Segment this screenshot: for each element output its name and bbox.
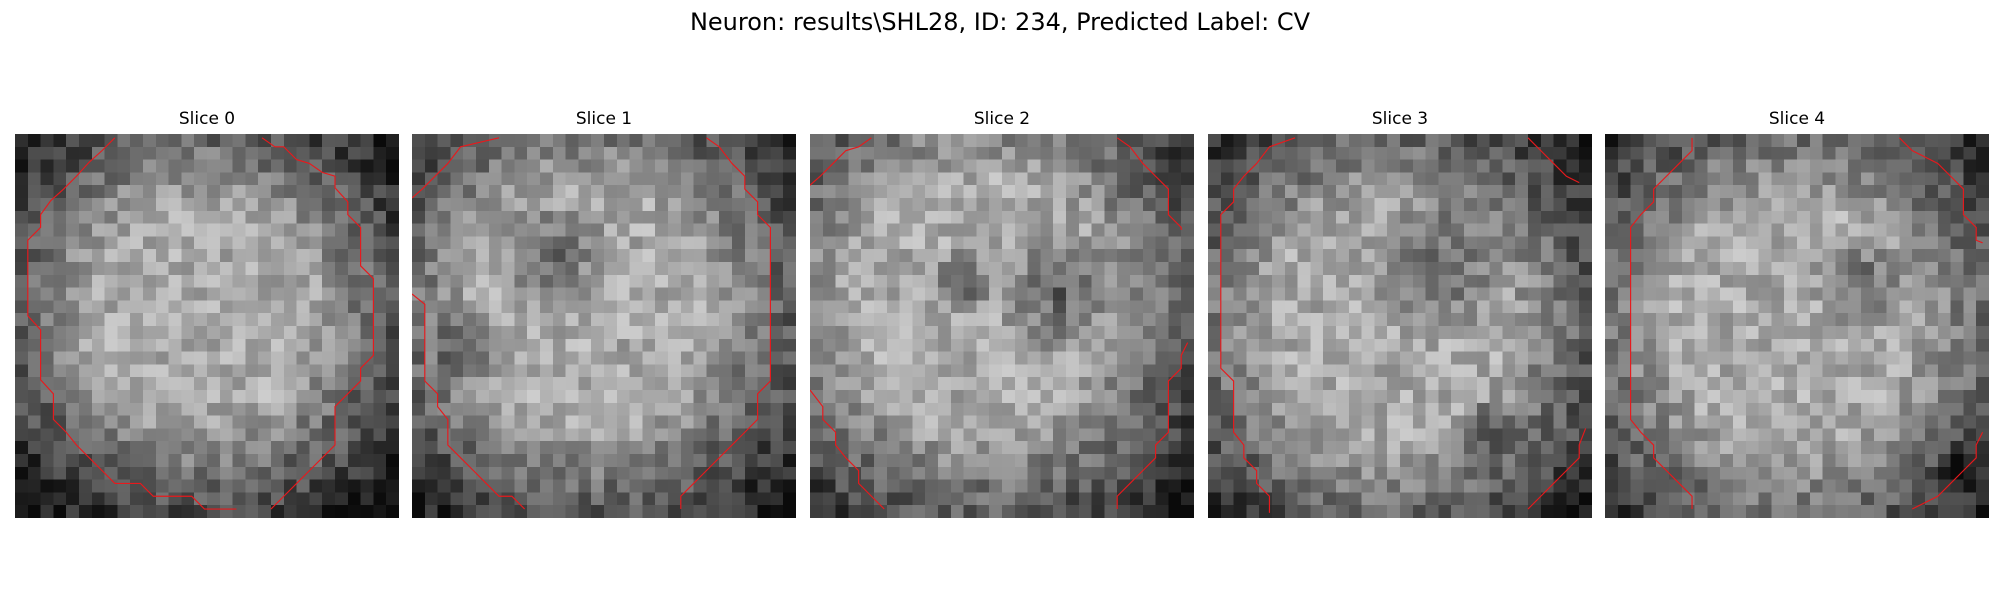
contour-line (1898, 137, 1983, 244)
slice-title: Slice 4 (1768, 109, 1826, 129)
contour-line (680, 137, 771, 510)
contour-line (412, 137, 500, 199)
pixel-grid (412, 134, 796, 518)
slice-panel-1: Slice 1 (412, 108, 796, 518)
contour-line (810, 389, 885, 510)
slice-panel-4: Slice 4 (1605, 108, 1989, 518)
pixel-grid (810, 134, 1194, 518)
contour-line (1527, 137, 1580, 184)
contour-line (1527, 428, 1587, 510)
contour-line (1911, 431, 1984, 510)
contour-line (412, 293, 526, 510)
slice-image (1208, 134, 1592, 518)
pixel-grid (1208, 134, 1592, 518)
contour-line (261, 137, 374, 510)
slice-panel-3: Slice 3 (1208, 108, 1592, 518)
contour-line (1116, 342, 1189, 510)
slice-image (15, 134, 399, 518)
slice-title: Slice 3 (1371, 109, 1429, 129)
slice-title: Slice 2 (973, 109, 1031, 129)
slice-panel-0: Slice 0 (15, 108, 399, 518)
slice-panel-2: Slice 2 (810, 108, 1194, 518)
contour-line (27, 137, 237, 510)
contour-line (810, 137, 872, 186)
contour-line (1630, 137, 1693, 510)
slice-image (810, 134, 1194, 518)
slice-title: Slice 1 (575, 109, 633, 129)
pixel-grid (15, 134, 399, 518)
slice-image (412, 134, 796, 518)
contour-line (1116, 137, 1182, 230)
slice-title: Slice 0 (178, 109, 236, 129)
figure-title: Neuron: results\SHL28, ID: 234, Predicte… (689, 8, 1311, 36)
contour-line (1220, 137, 1296, 513)
pixel-grid (1605, 134, 1989, 518)
slice-image (1605, 134, 1989, 518)
